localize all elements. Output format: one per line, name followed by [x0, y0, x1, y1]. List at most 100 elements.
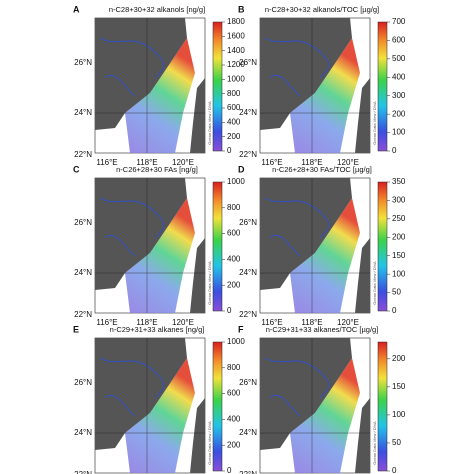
- watermark: Ocean Data View / DIVA: [207, 261, 212, 305]
- panel-letter: E: [73, 324, 79, 334]
- colorbar-tick-label: 1200: [227, 60, 245, 69]
- colorbar-tick-label: 800: [227, 89, 241, 98]
- colorbar-tick-label: 150: [392, 251, 406, 260]
- colorbar: [212, 341, 223, 472]
- lat-label: 26°N: [74, 218, 92, 227]
- colorbar: [377, 341, 388, 472]
- land-taiwan: [355, 78, 370, 153]
- colorbar-tick-label: 50: [392, 288, 401, 297]
- colorbar-tick-label: 200: [227, 440, 241, 449]
- lat-label: 24°N: [74, 428, 92, 437]
- colorbar-tick-label: 50: [392, 438, 401, 447]
- sea-field: [125, 358, 195, 473]
- colorbar-tick-label: 200: [392, 109, 406, 118]
- panel-title: n-C28+30+32 alkanols/TOC [µg/g]: [265, 5, 379, 14]
- panel-letter: B: [238, 4, 245, 14]
- watermark: Ocean Data View / DIVA: [372, 421, 377, 465]
- land-taiwan: [355, 398, 370, 473]
- watermark: Ocean Data View / DIVA: [372, 101, 377, 145]
- colorbar-tick-label: 400: [227, 255, 241, 264]
- lat-label: 22°N: [239, 150, 257, 159]
- watermark: Ocean Data View / DIVA: [207, 101, 212, 145]
- colorbar-tick-label: 1000: [227, 74, 245, 83]
- colorbar-tick-label: 800: [227, 203, 241, 212]
- panel-title: n-C26+28+30 FAs [ng/g]: [116, 165, 198, 174]
- lat-label: 22°N: [74, 150, 92, 159]
- colorbar-tick-label: 150: [392, 382, 406, 391]
- lat-label: 22°N: [74, 470, 92, 474]
- lon-label: 116°E: [96, 318, 117, 327]
- land-taiwan: [355, 238, 370, 313]
- sea-field: [125, 198, 195, 313]
- river: [99, 357, 165, 417]
- colorbar: [377, 181, 388, 312]
- lon-label: 116°E: [96, 158, 117, 167]
- colorbar-tick-label: 0: [392, 306, 397, 315]
- colorbar-tick-label: 250: [392, 214, 406, 223]
- lat-label: 22°N: [74, 310, 92, 319]
- colorbar-tick-label: 300: [392, 91, 406, 100]
- panel-letter: C: [73, 164, 80, 174]
- colorbar-tick-label: 0: [227, 146, 232, 155]
- river: [264, 357, 330, 417]
- colorbar-tick-label: 0: [392, 146, 397, 155]
- lat-label: 26°N: [239, 58, 257, 67]
- sea-field: [290, 358, 360, 473]
- lat-label: 24°N: [74, 108, 92, 117]
- panel-title: n-C29+31+33 alkanes [ng/g]: [110, 325, 205, 334]
- colorbar-tick-label: 0: [227, 466, 232, 474]
- colorbar-tick-label: 100: [392, 410, 406, 419]
- colorbar-tick-label: 1000: [227, 177, 245, 186]
- sea-field: [290, 38, 360, 153]
- lat-label: 24°N: [239, 108, 257, 117]
- colorbar-tick-label: 400: [392, 72, 406, 81]
- colorbar-tick-label: 800: [227, 363, 241, 372]
- lon-label: 118°E: [301, 318, 322, 327]
- colorbar: [212, 181, 223, 312]
- colorbar-tick-label: 1800: [227, 17, 245, 26]
- colorbar-tick-label: 200: [227, 280, 241, 289]
- lat-label: 22°N: [239, 470, 257, 474]
- panel-letter: D: [238, 164, 245, 174]
- land: [95, 338, 187, 450]
- colorbar-tick-label: 200: [392, 232, 406, 241]
- watermark: Ocean Data View / DIVA: [207, 421, 212, 465]
- land-taiwan: [190, 398, 205, 473]
- colorbar-tick-label: 600: [227, 229, 241, 238]
- panel-title: n-C26+28+30 FAs/TOC [µg/g]: [272, 165, 372, 174]
- colorbar-tick-label: 700: [392, 17, 406, 26]
- colorbar-tick-label: 200: [392, 354, 406, 363]
- colorbar: [377, 21, 388, 152]
- colorbar-tick-label: 0: [392, 466, 397, 474]
- watermark: Ocean Data View / DIVA: [372, 261, 377, 305]
- river: [264, 37, 330, 97]
- lon-label: 116°E: [261, 158, 282, 167]
- lon-label: 120°E: [172, 158, 194, 167]
- lat-label: 26°N: [239, 378, 257, 387]
- lat-label: 26°N: [74, 58, 92, 67]
- lat-label: 24°N: [239, 428, 257, 437]
- panel-letter: A: [73, 4, 80, 14]
- land-taiwan: [190, 78, 205, 153]
- colorbar-tick-label: 500: [392, 54, 406, 63]
- panel-title: n-C29+31+33 alkanes/TOC [µg/g]: [266, 325, 379, 334]
- river: [99, 37, 165, 97]
- sea-field: [125, 38, 195, 153]
- river: [99, 197, 165, 257]
- colorbar-tick-label: 600: [227, 389, 241, 398]
- colorbar-tick-label: 100: [392, 128, 406, 137]
- colorbar-tick-label: 100: [392, 269, 406, 278]
- lat-label: 22°N: [239, 310, 257, 319]
- lat-label: 26°N: [239, 218, 257, 227]
- colorbar-tick-label: 350: [392, 177, 406, 186]
- lon-label: 118°E: [136, 318, 157, 327]
- lon-label: 120°E: [337, 318, 359, 327]
- lon-label: 118°E: [136, 158, 157, 167]
- lat-label: 24°N: [74, 268, 92, 277]
- colorbar-tick-label: 0: [227, 306, 232, 315]
- lat-label: 26°N: [74, 378, 92, 387]
- sea-field: [290, 198, 360, 313]
- colorbar-tick-label: 1400: [227, 46, 245, 55]
- colorbar-tick-label: 400: [227, 415, 241, 424]
